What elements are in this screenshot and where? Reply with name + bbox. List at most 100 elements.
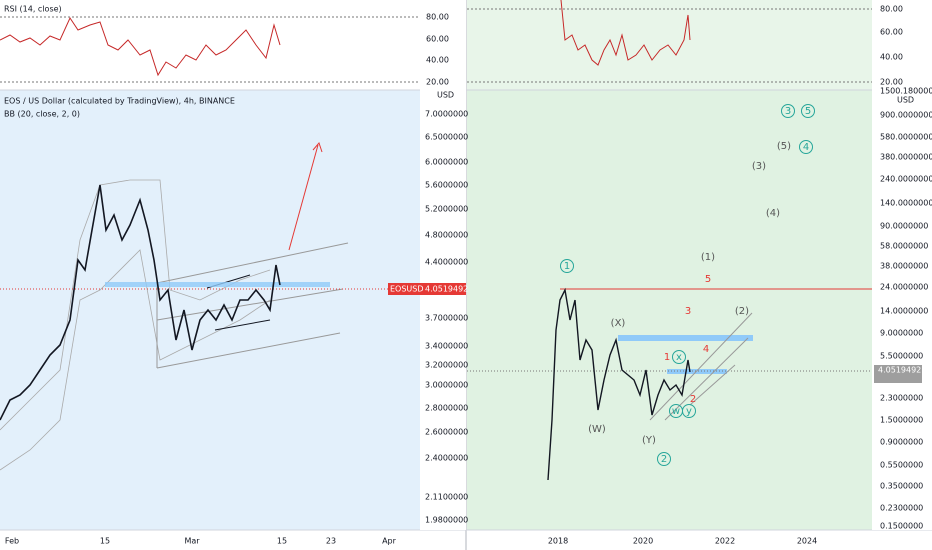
- time-label: 2018: [548, 537, 568, 546]
- wave-label: (3): [752, 161, 766, 172]
- price-tick-label: 1500.1800000: [880, 87, 932, 96]
- rsi-tick-label: 40.00: [880, 53, 903, 62]
- wave-label: 5: [805, 106, 811, 117]
- price-tick-label: 5.2000000: [425, 205, 468, 214]
- price-tick-label: 9.0000000: [880, 329, 923, 338]
- zone: [667, 369, 727, 374]
- wave-label: 1: [564, 261, 570, 272]
- wave-label: 1: [664, 352, 670, 363]
- channel-line: [156, 288, 344, 321]
- left-price-bg: [0, 90, 420, 530]
- rsi-axis: [872, 0, 932, 90]
- wave-circle: [801, 104, 815, 118]
- price-tick-label: 3.4000000: [425, 342, 468, 351]
- price-tick-label: 0.2300000: [880, 504, 923, 513]
- wave-circle: [672, 350, 686, 364]
- price-tick-label: 90.0000000: [880, 222, 928, 231]
- wave-label: (W): [588, 424, 606, 435]
- price-tick-label: 24.0000000: [880, 283, 928, 292]
- price-tick-label: 0.3500000: [880, 482, 923, 491]
- channel-line: [689, 364, 736, 406]
- wave-label: y: [686, 406, 692, 417]
- symbol-title: EOS / US Dollar (calculated by TradingVi…: [4, 97, 235, 106]
- price-tick-label: 2.1100000: [425, 493, 468, 502]
- wave-label: w: [672, 406, 680, 417]
- time-label: Feb: [5, 537, 19, 546]
- price-tick-label: 4.4000000: [425, 258, 468, 267]
- price-tick-label: 2.4000000: [425, 454, 468, 463]
- price-tag: [874, 365, 922, 383]
- price-tick-label: 140.0000000: [880, 199, 932, 208]
- price-tag-symbol: EOSUSD: [390, 285, 424, 294]
- wave-circle: [781, 104, 795, 118]
- right-rsi-bg: [467, 0, 872, 90]
- rsi-tick-label: 20.00: [880, 78, 903, 87]
- price-tick-label: 580.0000000: [880, 133, 932, 142]
- arrow: [288, 144, 319, 251]
- time-label: 23: [326, 537, 336, 546]
- arrow-head: [312, 142, 323, 153]
- zone: [618, 335, 753, 341]
- price-tick-label: 1.5000000: [880, 416, 923, 425]
- wave-label: x: [676, 352, 682, 363]
- bb-band: [0, 179, 271, 431]
- price-tick-label: 0.9000000: [880, 438, 923, 447]
- left-rsi-bg: [0, 0, 465, 90]
- price-tick-label: 0.5500000: [880, 461, 923, 470]
- time-label: 2022: [715, 537, 735, 546]
- rsi-line: [0, 16, 281, 77]
- price-tick-label: 5.5000000: [880, 352, 923, 361]
- wave-circle: [799, 140, 813, 154]
- price-axis: [420, 90, 466, 530]
- price-candles: [0, 184, 281, 421]
- price-tag-value: 4.0519492: [878, 366, 921, 375]
- price-tick-label: 900.0000000: [880, 111, 932, 120]
- wave-circle: [657, 452, 671, 466]
- channel-line: [156, 332, 341, 369]
- price-tick-label: 2.6000000: [425, 428, 468, 437]
- price-tick-label: 240.0000000: [880, 175, 932, 184]
- price-tick-label: 6.5000000: [425, 133, 468, 142]
- wave-label: (2): [735, 306, 749, 317]
- rsi-tick-label: 20.00: [426, 78, 449, 87]
- price-tick-label: 7.0000000: [425, 110, 468, 119]
- price-tick-label: 2.8000000: [425, 404, 468, 413]
- price-tick-label: 5.6000000: [425, 181, 468, 190]
- channel-line: [664, 337, 749, 421]
- time-label: 2020: [633, 537, 653, 546]
- time-label: 2024: [797, 537, 817, 546]
- wave-label: (4): [766, 208, 780, 219]
- price-tick-label: 6.0000000: [425, 158, 468, 167]
- wave-label: (1): [701, 252, 715, 263]
- wave-label: 4: [803, 142, 809, 153]
- channel-line: [156, 242, 349, 284]
- currency: USD: [897, 96, 914, 105]
- channel-line: [649, 312, 753, 421]
- wave-label: (5): [777, 141, 791, 152]
- price-tag-value: 4.0519492: [425, 285, 468, 294]
- wave-circle: [560, 259, 574, 273]
- wave-label: 4: [703, 344, 709, 355]
- time-label: Apr: [382, 537, 397, 546]
- wave-label: (Y): [642, 435, 656, 446]
- bb-band: [0, 249, 271, 471]
- price-tick-label: 0.1500000: [880, 522, 923, 531]
- right-price-bg: [467, 90, 872, 530]
- price-tick-label: 3.2000000: [425, 361, 468, 370]
- wave-label: 3: [785, 106, 791, 117]
- triangle: [214, 319, 271, 331]
- wave-label: 2: [690, 394, 696, 405]
- price-tick-label: 14.0000000: [880, 307, 928, 316]
- rsi-tick-label: 80.00: [426, 13, 449, 22]
- indicator-label: BB (20, close, 2, 0): [4, 110, 80, 119]
- wave-label: 2: [661, 454, 667, 465]
- time-label: Mar: [184, 537, 200, 546]
- wave-label: 3: [685, 306, 691, 317]
- time-label: 15: [100, 537, 110, 546]
- price-tick-label: 3.0000000: [425, 381, 468, 390]
- price-tag: [388, 283, 466, 295]
- price-tick-label: 38.0000000: [880, 262, 928, 271]
- wave-circle: [682, 404, 696, 418]
- zone: [105, 282, 330, 287]
